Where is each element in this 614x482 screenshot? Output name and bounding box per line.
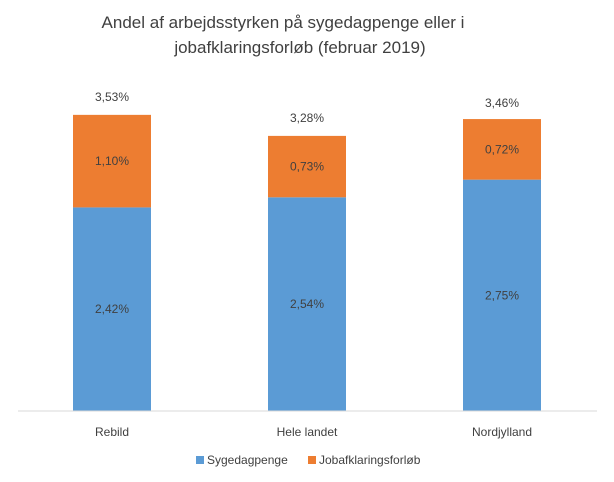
x-tick-label-rebild: Rebild bbox=[95, 425, 129, 439]
x-tick-labels: Rebild Hele landet Nordjylland bbox=[95, 425, 532, 439]
bar-sygedagpenge-hele-landet bbox=[268, 197, 346, 411]
bar-sygedagpenge-rebild bbox=[73, 207, 151, 411]
data-labels-layer: 2,42% 1,10% 3,53% 2,54% 0,73% 3,28% 2,75% 0,72%… bbox=[95, 90, 519, 316]
legend-swatch-sygedagpenge bbox=[196, 456, 204, 464]
legend: Sygedagpenge Jobafklaringsforløb bbox=[196, 453, 421, 467]
total-label-rebild: 3,53% bbox=[95, 90, 129, 104]
x-tick-label-hele-landet: Hele landet bbox=[277, 425, 338, 439]
data-label-jobafklaringsforl-b-rebild: 1,10% bbox=[95, 154, 129, 168]
x-tick-label-nordjylland: Nordjylland bbox=[472, 425, 532, 439]
legend-swatch-jobafklaringsforl-b bbox=[308, 456, 316, 464]
chart-title-line-1: Andel af arbejdsstyrken på sygedagpenge … bbox=[102, 13, 465, 32]
bar-jobafklaringsforl-b-hele-landet bbox=[268, 135, 346, 198]
chart-title-line-2: jobafklaringsforløb (februar 2019) bbox=[173, 38, 425, 57]
legend-label-jobafklaringsforl-b: Jobafklaringsforløb bbox=[319, 453, 421, 467]
bar-sygedagpenge-nordjylland bbox=[463, 179, 541, 411]
data-label-sygedagpenge-hele-landet: 2,54% bbox=[290, 297, 324, 311]
data-label-jobafklaringsforl-b-nordjylland: 0,72% bbox=[485, 142, 519, 156]
bar-jobafklaringsforl-b-nordjylland bbox=[463, 119, 541, 180]
data-label-sygedagpenge-nordjylland: 2,75% bbox=[485, 288, 519, 302]
total-label-nordjylland: 3,46% bbox=[485, 96, 519, 110]
total-label-hele-landet: 3,28% bbox=[290, 111, 324, 125]
legend-label-sygedagpenge: Sygedagpenge bbox=[207, 453, 288, 467]
bar-jobafklaringsforl-b-rebild bbox=[73, 114, 151, 208]
bars-layer bbox=[73, 114, 541, 411]
data-label-jobafklaringsforl-b-hele-landet: 0,73% bbox=[290, 160, 324, 174]
data-label-sygedagpenge-rebild: 2,42% bbox=[95, 302, 129, 316]
